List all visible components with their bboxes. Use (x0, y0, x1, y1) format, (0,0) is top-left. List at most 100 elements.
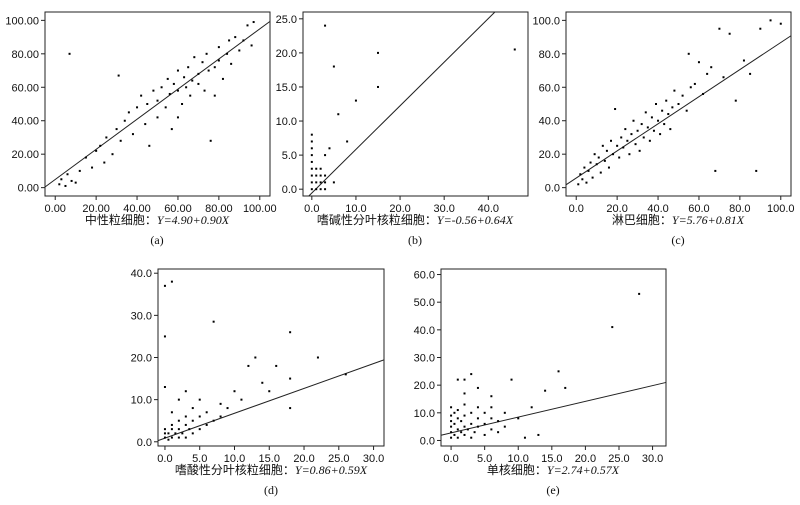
data-point (66, 173, 69, 176)
data-point (661, 109, 664, 112)
data-point (166, 77, 169, 80)
data-point (315, 188, 318, 191)
data-point (203, 89, 206, 92)
data-point (456, 436, 459, 439)
data-point (140, 94, 143, 97)
data-point (638, 149, 641, 152)
data-point (233, 390, 236, 393)
data-point (749, 72, 752, 75)
data-point (618, 156, 621, 159)
data-point (212, 320, 215, 323)
x-tick-label: 80.0 (729, 203, 750, 215)
data-point (170, 280, 173, 283)
data-point (163, 428, 166, 431)
data-point (611, 326, 614, 329)
data-point (655, 103, 657, 105)
x-tick-label: 40.00 (123, 203, 151, 215)
data-point (64, 184, 67, 187)
y-tick-label: 40.0 (414, 325, 435, 337)
data-point (170, 128, 173, 131)
data-point (310, 154, 313, 157)
data-point (156, 99, 159, 102)
y-tick-label: 20.0 (276, 48, 297, 60)
data-point (503, 411, 506, 414)
data-point (628, 153, 631, 156)
panel-e: 0.0 10.0 20.0 30.0 40.0 50.0 60.0 0.0 5.0 10.0 15.… (414, 268, 667, 497)
data-point (184, 390, 187, 393)
xlabel-e: 单核细胞：Y=2.74+0.57X (487, 463, 620, 477)
x-tick-label: 40.0 (478, 203, 499, 215)
y-tick-label: 80.0 (539, 49, 560, 61)
data-point (198, 398, 201, 401)
data-point (289, 377, 292, 380)
data-point (174, 432, 177, 435)
data-point (289, 407, 292, 410)
regression-line (157, 359, 385, 442)
x-tick-label: 0.0 (443, 453, 458, 465)
data-point (148, 144, 151, 147)
y-tick-label: 60.0 (414, 270, 435, 282)
x-tick-label: 40.0 (647, 203, 668, 215)
x-tick-label: 0.00 (45, 203, 66, 215)
x-tick-label: 10.0 (508, 453, 529, 465)
panel-a: 0.00 20.00 40.00 60.00 80.00 100.00 0.00 20.00 4… (5, 11, 277, 247)
data-point (650, 116, 653, 119)
data-point (354, 99, 357, 102)
marks-a: 0.00 20.00 40.00 60.00 80.00 100.00 0.00 20.00 4… (5, 15, 276, 215)
data-point (111, 153, 114, 156)
data-point (456, 428, 459, 431)
x-tick-label: 20.0 (293, 453, 314, 465)
data-point (152, 89, 155, 92)
data-point (620, 136, 623, 139)
data-point (669, 128, 672, 131)
data-point (213, 94, 216, 97)
marks-b: 0.0 5.0 10.0 15.0 20.0 25.0 0.0 10.0 20.0 30.0 40.… (276, 11, 516, 215)
x-tick-label: 100.00 (243, 203, 277, 215)
data-point (310, 133, 313, 136)
data-point (177, 436, 180, 439)
y-tick-label: 30.0 (131, 310, 152, 322)
data-point (170, 428, 173, 431)
data-point (332, 65, 335, 68)
data-point (176, 116, 179, 119)
data-point (456, 417, 459, 420)
data-point (657, 119, 660, 122)
data-point (742, 59, 745, 62)
data-point (123, 119, 126, 122)
data-point (652, 129, 655, 132)
data-point (614, 108, 617, 111)
data-point (310, 174, 313, 177)
plot-frame-d (157, 268, 385, 447)
data-point (310, 181, 313, 184)
marks-c: 0.0 20.0 40.0 60.0 80.0 100.0 0.0 20.0 40.0 60.0 8… (532, 15, 794, 215)
data-point (470, 422, 473, 425)
data-point (755, 169, 758, 172)
data-point (601, 144, 604, 147)
y-tick-label: 40.0 (539, 116, 560, 128)
data-point (176, 89, 179, 92)
data-point (193, 56, 196, 59)
data-point (453, 411, 456, 414)
data-point (460, 420, 463, 423)
data-point (463, 414, 466, 417)
data-point (198, 415, 201, 418)
data-point (177, 428, 180, 431)
data-point (319, 174, 322, 177)
regression-line (44, 20, 271, 188)
data-point (589, 161, 592, 164)
x-tick-label: 20.0 (575, 453, 596, 465)
data-point (105, 136, 108, 139)
x-tick-label: 100.0 (767, 203, 795, 215)
data-point (275, 364, 278, 367)
data-point (610, 139, 612, 142)
data-point (510, 378, 513, 381)
data-point (697, 61, 700, 64)
data-point (184, 415, 187, 418)
data-point (646, 126, 649, 129)
x-tick-label: 60.00 (164, 203, 192, 215)
data-point (213, 66, 216, 69)
y-tick-label: 5.0 (282, 150, 297, 162)
y-tick-label: 20.0 (131, 353, 152, 365)
y-tick-label: 0.0 (420, 435, 435, 447)
y-tick-label: 50.0 (414, 297, 435, 309)
